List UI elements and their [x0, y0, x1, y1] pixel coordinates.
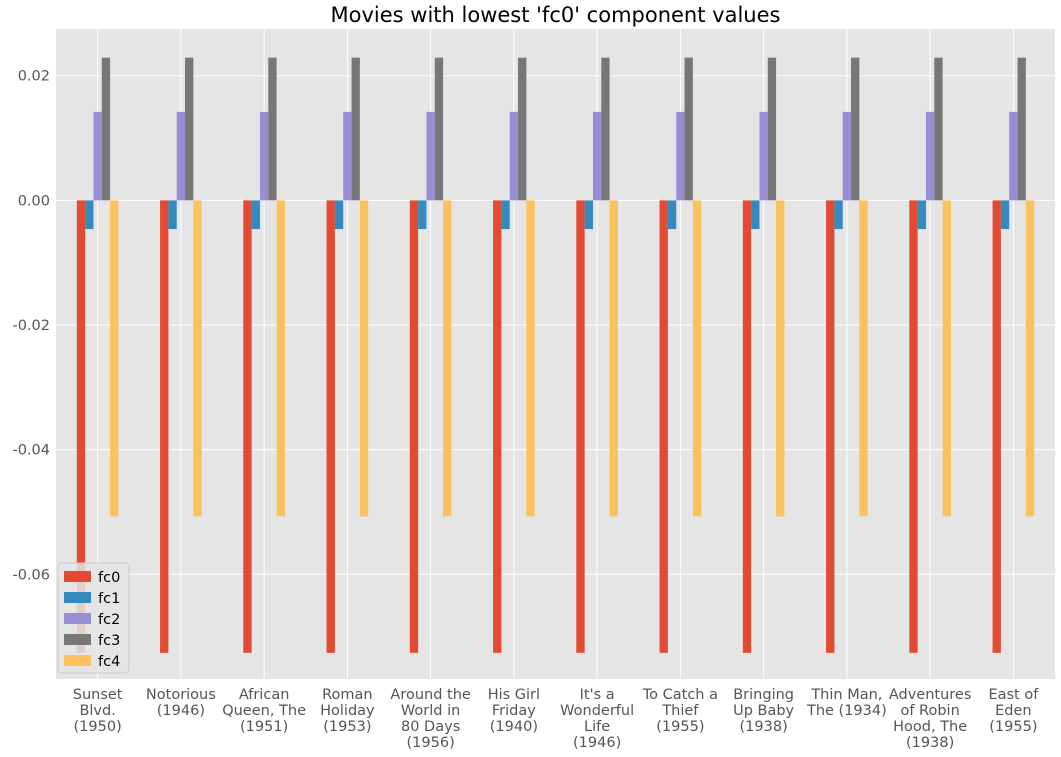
bar-fc0 — [493, 200, 502, 653]
x-tick-label: His Girl Friday (1940) — [488, 687, 540, 735]
x-tick-label: African Queen, The (1951) — [222, 687, 306, 735]
bar-fc0 — [243, 200, 252, 653]
legend-swatch-fc2 — [64, 613, 91, 624]
bar-fc2 — [842, 111, 852, 201]
bar-fc4 — [942, 200, 951, 517]
bars — [76, 57, 1035, 653]
bar-fc2 — [509, 111, 519, 201]
bar-fc2 — [676, 111, 685, 201]
bar-fc1 — [667, 200, 677, 230]
x-tick-label: It's a Wonderful Life (1946) — [560, 687, 634, 751]
bar-fc4 — [443, 200, 452, 517]
bar-fc4 — [1025, 200, 1035, 517]
bar-fc4 — [276, 200, 285, 517]
bar-fc3 — [518, 57, 527, 201]
bar-fc3 — [934, 57, 943, 201]
bar-fc2 — [343, 111, 352, 201]
bar-fc2 — [1009, 111, 1018, 201]
bar-fc3 — [268, 57, 277, 201]
y-tick-label: -0.02 — [12, 318, 50, 334]
bar-fc1 — [751, 200, 760, 230]
x-tick-label: Bringing Up Baby (1938) — [733, 687, 794, 735]
bar-fc1 — [834, 200, 843, 230]
legend-label: fc4 — [98, 654, 120, 670]
y-tick-label: -0.06 — [12, 567, 50, 583]
legend-label: fc1 — [98, 591, 120, 607]
bar-fc3 — [767, 57, 777, 201]
bar-fc2 — [176, 111, 186, 201]
y-axis-ticks: 0.02 0.00 -0.02 -0.04 -0.06 — [12, 69, 50, 584]
legend-swatch-fc1 — [64, 592, 91, 603]
bar-fc1 — [418, 200, 427, 230]
bar-fc3 — [601, 57, 610, 201]
bar-fc4 — [776, 200, 785, 517]
bar-fc0 — [576, 200, 585, 653]
bar-fc3 — [1017, 57, 1026, 201]
bar-fc2 — [592, 111, 602, 201]
bar-fc0 — [659, 200, 668, 653]
x-tick-label: To Catch a Thief (1955) — [642, 687, 718, 735]
legend-swatch-fc4 — [64, 655, 91, 666]
bar-fc2 — [759, 111, 768, 201]
x-tick-label: Notorious (1946) — [146, 687, 216, 719]
bar-fc2 — [93, 111, 102, 201]
y-tick-label: -0.04 — [12, 443, 50, 459]
bar-fc1 — [85, 200, 94, 230]
bar-fc1 — [334, 200, 344, 230]
bar-fc4 — [609, 200, 618, 517]
plot-background — [56, 29, 1055, 679]
y-tick-label: 0.00 — [18, 193, 50, 209]
bar-fc2 — [426, 111, 435, 201]
bar-fc0 — [826, 200, 835, 653]
bar-fc0 — [409, 200, 419, 653]
legend-box — [57, 562, 130, 674]
bar-fc1 — [501, 200, 510, 230]
bar-fc4 — [193, 200, 202, 517]
bar-fc3 — [851, 57, 860, 201]
bar-fc3 — [684, 57, 693, 201]
bar-fc4 — [359, 200, 369, 517]
x-tick-label: Around the World in 80 Days (1956) — [390, 687, 471, 751]
legend-swatch-fc3 — [64, 634, 91, 645]
legend-swatch-fc0 — [64, 571, 91, 582]
legend-label: fc3 — [98, 633, 120, 649]
bar-fc0 — [742, 200, 752, 653]
x-tick-label: Thin Man, The (1934) — [806, 687, 887, 719]
bar-fc3 — [185, 57, 194, 201]
bar-fc0 — [76, 200, 86, 653]
bar-fc2 — [925, 111, 935, 201]
bar-fc4 — [859, 200, 868, 517]
y-tick-label: 0.02 — [18, 69, 50, 85]
bar-fc1 — [917, 200, 926, 230]
legend-label: fc2 — [98, 612, 120, 628]
legend: fc0 fc1 fc2 fc3 fc4 — [57, 562, 130, 674]
bar-fc4 — [526, 200, 535, 517]
x-tick-label: Roman Holiday (1953) — [320, 687, 375, 735]
bar-fc0 — [992, 200, 1001, 653]
bar-fc0 — [326, 200, 335, 653]
bar-fc1 — [1000, 200, 1010, 230]
x-axis-ticks: Sunset Blvd. (1950) Notorious (1946)African Q… — [73, 687, 1039, 751]
bar-fc0 — [160, 200, 169, 653]
x-tick-label: Adventures of Robin Hood, The (1938) — [889, 687, 972, 751]
bar-fc0 — [909, 200, 918, 653]
bar-fc4 — [692, 200, 702, 517]
chart-title: Movies with lowest 'fc0' component value… — [331, 3, 781, 27]
bar-fc1 — [584, 200, 593, 230]
bar-fc2 — [259, 111, 269, 201]
x-tick-label: Sunset Blvd. (1950) — [73, 687, 123, 735]
bar-fc1 — [251, 200, 260, 230]
bar-fc3 — [101, 57, 111, 201]
x-tick-label: East of Eden (1955) — [988, 687, 1039, 735]
bar-fc3 — [351, 57, 360, 201]
bar-fc1 — [168, 200, 177, 230]
bar-fc4 — [110, 200, 119, 517]
legend-label: fc0 — [98, 570, 120, 586]
bar-fc3 — [434, 57, 444, 201]
